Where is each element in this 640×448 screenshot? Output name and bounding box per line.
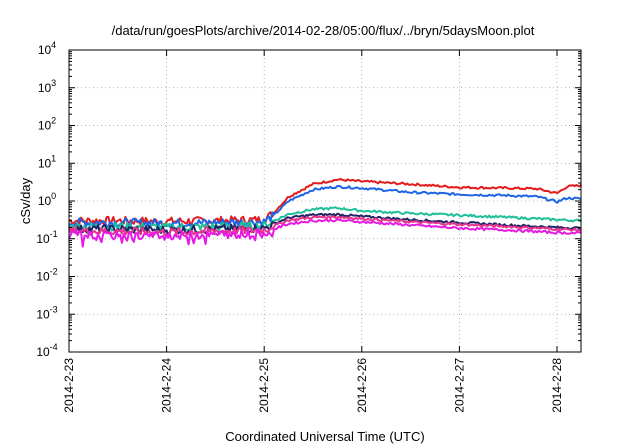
- y-tick-label-exponent: -1: [50, 229, 58, 239]
- y-tick-label-base: 10: [38, 43, 52, 57]
- y-tick-label-exponent: 2: [51, 116, 56, 126]
- y-tick-label-base: 10: [38, 194, 52, 208]
- y-tick-label-exponent: -2: [50, 267, 58, 277]
- axes: 10410310210110010-110-210-310-42014-2-23…: [36, 40, 581, 413]
- chart-title: /data/run/goesPlots/archive/2014-02-28/0…: [112, 23, 535, 38]
- x-axis-label: Coordinated Universal Time (UTC): [225, 429, 424, 444]
- y-tick-label-base: 10: [36, 345, 50, 359]
- y-tick-label-base: 10: [38, 119, 52, 133]
- y-axis-label: cSv/day: [18, 177, 33, 224]
- y-tick-label-base: 10: [36, 232, 50, 246]
- y-tick-label: 100: [38, 191, 56, 208]
- y-tick-label: 102: [38, 116, 56, 133]
- grid: [69, 50, 581, 352]
- series-group: [68, 177, 583, 248]
- x-tick-label: 2014-2-28: [550, 358, 564, 413]
- series-line-3: [68, 206, 583, 233]
- x-tick-label: 2014-2-24: [160, 358, 174, 413]
- y-tick-label-base: 10: [36, 270, 50, 284]
- y-tick-label: 10-4: [36, 342, 57, 359]
- y-tick-label-base: 10: [38, 156, 52, 170]
- x-tick-label: 2014-2-23: [62, 358, 76, 413]
- y-tick-label-exponent: 0: [51, 191, 56, 201]
- y-tick-label-exponent: -3: [50, 304, 58, 314]
- y-tick-label-base: 10: [36, 307, 50, 321]
- y-tick-label: 10-2: [36, 267, 57, 284]
- y-tick-label: 101: [38, 153, 56, 170]
- series-line-6: [68, 218, 582, 248]
- y-tick-label-exponent: 3: [51, 78, 56, 88]
- y-tick-label-exponent: 1: [51, 153, 56, 163]
- y-tick-label-exponent: 4: [51, 40, 56, 50]
- x-tick-label: 2014-2-25: [257, 358, 271, 413]
- y-tick-label: 10-3: [36, 304, 57, 321]
- y-tick-label-exponent: -4: [50, 342, 58, 352]
- y-tick-label: 104: [38, 40, 56, 57]
- series-line-2: [68, 184, 582, 229]
- y-tick-label: 10-1: [36, 229, 57, 246]
- y-tick-label-base: 10: [38, 81, 52, 95]
- x-tick-label: 2014-2-27: [452, 358, 466, 413]
- x-tick-label: 2014-2-26: [355, 358, 369, 413]
- series-line-4: [68, 212, 582, 236]
- y-tick-label: 103: [38, 78, 56, 95]
